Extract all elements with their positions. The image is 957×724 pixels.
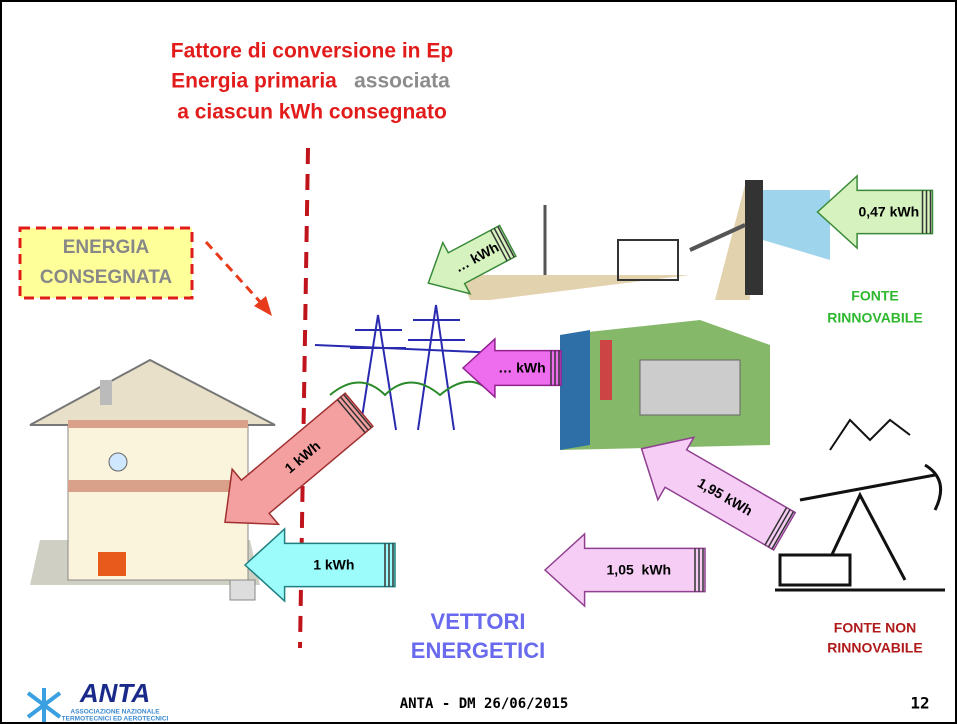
label: VETTORI (431, 609, 526, 634)
footer-text: ANTA - DM 26/06/2015 (400, 696, 569, 712)
title-line: Fattore di conversione in Ep (171, 40, 453, 63)
label: CONSEGNATA (40, 267, 173, 288)
label: FONTE (851, 288, 898, 304)
label: RINNOVABILE (827, 310, 922, 326)
logo-text: ASSOCIAZIONE NAZIONALE (70, 709, 160, 716)
label: ENERGETICI (411, 638, 545, 663)
logo-text: TERMOTECNICI ED AEROTECNICI (62, 716, 169, 723)
title-line: associata (354, 70, 450, 93)
page-number: 12 (910, 694, 929, 713)
arrow-label: 0,47 kWh (858, 204, 919, 220)
thermal-plant (560, 320, 770, 450)
title-line: a ciascun kWh consegnato (177, 101, 447, 124)
arrow-label: 1 kWh (313, 557, 354, 573)
label: FONTE NON (834, 620, 916, 636)
logo-name: ANTA (79, 678, 150, 708)
title-line: Energia primaria (171, 70, 337, 93)
arrow-label: 1,05 kWh (607, 562, 672, 578)
label: RINNOVABILE (827, 640, 922, 656)
label: ENERGIA (63, 237, 150, 258)
slide: Fattore di conversione in Ep Energia pri… (0, 0, 957, 724)
arrow-label: … kWh (498, 360, 545, 376)
